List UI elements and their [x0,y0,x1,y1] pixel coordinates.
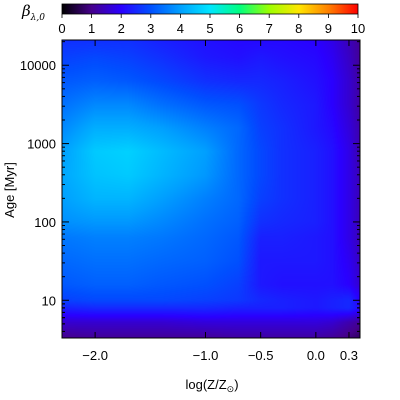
colorbar-tick-label: 7 [266,21,273,36]
colorbar-title: βλ,0 [21,2,45,23]
x-axis-label: log(Z/Z⊙) [185,377,238,394]
plot-frame [61,39,361,339]
colorbar-tick-label: 4 [177,21,184,36]
x-tick-label: −1.0 [193,348,219,363]
y-tick-label: 100 [34,215,56,230]
colorbar-tick-label: 3 [147,21,154,36]
y-tick-label: 10000 [20,58,56,73]
x-tick-label: −0.5 [248,348,274,363]
plot-area [61,39,361,339]
colorbar-tick-label: 2 [118,21,125,36]
colorbar-tick-label: 0 [58,21,65,36]
x-axis-ticks: −2.0 −1.0 −0.5 0.0 0.3 [82,40,358,363]
y-tick-label: 10 [42,293,56,308]
colorbar-tick-label: 8 [295,21,302,36]
heatmap-canvas [62,40,360,338]
colorbar-symbol: β [21,2,31,20]
colorbar-tick-label: 6 [236,21,243,36]
x-tick-label: 0.0 [307,348,325,363]
colorbar-subscript: λ,0 [30,13,46,23]
colorbar-tick-label: 5 [206,21,213,36]
colorbar-tick-label: 9 [325,21,332,36]
x-tick-label: 0.3 [340,348,358,363]
colorbar-gradient [61,3,359,15]
colorbar: 0 1 2 3 4 5 6 7 8 9 10 βλ,0 [21,2,365,36]
y-axis-label: Age [Myr] [2,162,17,218]
colorbar-ticks: 0 1 2 3 4 5 6 7 8 9 10 [58,14,365,36]
y-axis-ticks: 10 100 1000 10000 [20,41,360,332]
colorbar-tick-label: 10 [351,21,365,36]
x-tick-label: −2.0 [82,348,108,363]
y-tick-label: 1000 [27,137,56,152]
colorbar-tick-label: 1 [88,21,95,36]
